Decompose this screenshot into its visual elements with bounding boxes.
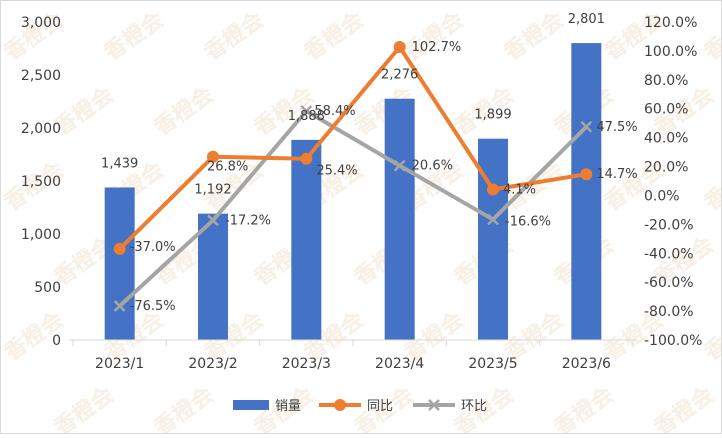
marker-yoy bbox=[300, 152, 313, 165]
bar-sales bbox=[104, 187, 135, 340]
mom-value-label: 47.5% bbox=[596, 120, 637, 135]
right-tick-label: -100.0% bbox=[644, 333, 702, 349]
left-tick-label: 1,000 bbox=[21, 227, 61, 243]
marker-yoy bbox=[580, 168, 593, 181]
mom-value-label: 20.6% bbox=[412, 159, 453, 174]
watermark-text: 香橙会 bbox=[200, 7, 269, 66]
watermark-text: 香橙会 bbox=[400, 7, 469, 66]
watermark-text: 香橙会 bbox=[550, 382, 619, 433]
watermark-text: 香橙会 bbox=[150, 82, 219, 141]
mom-value-label: 58.4% bbox=[314, 104, 355, 119]
marker-mom bbox=[113, 300, 126, 312]
mom-value-label: -17.2% bbox=[225, 213, 271, 228]
right-tick-label: -40.0% bbox=[644, 246, 694, 262]
watermark-text: 香橙会 bbox=[300, 7, 369, 66]
watermark-text: 香橙会 bbox=[150, 382, 219, 433]
watermark-text: 香橙会 bbox=[700, 7, 721, 66]
bar-sales bbox=[571, 43, 602, 341]
x-axis-ticks: 2023/1 2023/2 2023/3 2023/4 2023/5 2023/6 bbox=[72, 340, 634, 372]
right-tick-label: 20.0% bbox=[644, 160, 688, 176]
legend-label-mom: 环比 bbox=[461, 399, 487, 414]
watermark-text: 香橙会 bbox=[500, 7, 569, 66]
mom-value-label: -16.6% bbox=[505, 214, 551, 229]
bar-value-label: 1,899 bbox=[474, 108, 511, 123]
mom-value-label: -76.5% bbox=[130, 299, 176, 314]
watermark-text: 香橙会 bbox=[700, 307, 721, 366]
watermark-text: 香橙会 bbox=[100, 7, 169, 66]
left-tick-label: 2,000 bbox=[21, 121, 61, 137]
marker-mom bbox=[207, 214, 219, 227]
x-tick-label: 2023/3 bbox=[282, 356, 331, 372]
marker-mom bbox=[487, 213, 499, 226]
legend: 销量 同比 环比 bbox=[233, 399, 487, 414]
legend-marker-yoy bbox=[334, 399, 346, 411]
left-tick-label: 1,500 bbox=[21, 174, 61, 190]
left-tick-label: 500 bbox=[34, 280, 61, 296]
bar-value-label: 2,801 bbox=[568, 12, 605, 27]
right-tick-label: 60.0% bbox=[644, 102, 688, 118]
x-tick-label: 2023/6 bbox=[562, 356, 611, 372]
right-tick-label: -80.0% bbox=[644, 304, 694, 320]
marker-yoy bbox=[207, 150, 219, 163]
x-tick-label: 2023/1 bbox=[95, 356, 144, 372]
bar-sales bbox=[291, 139, 322, 340]
x-tick-label: 2023/5 bbox=[468, 356, 517, 372]
left-tick-label: 2,500 bbox=[21, 68, 61, 84]
watermark-text: 香橙会 bbox=[650, 382, 719, 433]
bar-sales bbox=[198, 213, 228, 340]
x-tick-label: 2023/2 bbox=[188, 356, 237, 372]
right-tick-label: 120.0% bbox=[644, 15, 697, 31]
right-tick-label: -20.0% bbox=[644, 217, 694, 233]
yoy-value-label: 25.4% bbox=[316, 164, 357, 179]
left-axis-ticks: 0 500 1,000 1,500 2,000 2,500 3,000 bbox=[21, 15, 61, 349]
left-tick-label: 3,000 bbox=[21, 15, 61, 31]
watermark-text: 香橙会 bbox=[50, 382, 119, 433]
data-labels: 1,439 1,192 1,888 2,276 1,899 2,801 -37.0% 26.8… bbox=[101, 12, 638, 314]
marker-mom bbox=[580, 120, 593, 133]
x-tick-label: 2023/4 bbox=[375, 356, 424, 372]
right-tick-label: 0.0% bbox=[644, 188, 680, 204]
marker-yoy bbox=[393, 41, 406, 54]
bar-value-label: 1,888 bbox=[288, 109, 325, 124]
right-axis-ticks: -100.0% -80.0% -60.0% -40.0% -20.0% 0.0% 20.0%… bbox=[644, 15, 702, 349]
left-tick-label: 0 bbox=[52, 333, 61, 349]
yoy-value-label: -37.0% bbox=[130, 240, 176, 255]
legend-label-yoy: 同比 bbox=[367, 399, 393, 414]
marker-mom bbox=[393, 159, 406, 172]
line-series bbox=[113, 41, 593, 312]
line-mom bbox=[118, 109, 588, 308]
bar-value-label: 1,192 bbox=[194, 183, 231, 198]
bar-sales bbox=[384, 98, 415, 340]
yoy-value-label: 26.8% bbox=[207, 160, 248, 175]
legend-label-sales: 销量 bbox=[275, 399, 301, 414]
yoy-value-label: 102.7% bbox=[412, 40, 462, 55]
legend-swatch-sales bbox=[233, 400, 269, 410]
legend-marker-mom bbox=[428, 399, 440, 411]
right-tick-label: 100.0% bbox=[644, 44, 697, 60]
right-tick-label: -60.0% bbox=[644, 275, 694, 291]
watermark-text: 香橙会 bbox=[700, 157, 721, 216]
line-yoy bbox=[118, 45, 587, 251]
marker-yoy bbox=[113, 242, 126, 255]
yoy-value-label: 14.7% bbox=[596, 167, 637, 182]
bar-sales bbox=[478, 138, 508, 340]
bar-series bbox=[104, 43, 602, 341]
right-tick-label: 80.0% bbox=[644, 73, 688, 89]
bar-value-label: 1,439 bbox=[101, 156, 138, 171]
marker-mom bbox=[300, 105, 313, 117]
right-tick-label: 40.0% bbox=[644, 131, 688, 147]
marker-yoy bbox=[487, 183, 499, 196]
bar-value-label: 2,276 bbox=[381, 68, 418, 83]
yoy-value-label: 4.1% bbox=[503, 183, 536, 198]
